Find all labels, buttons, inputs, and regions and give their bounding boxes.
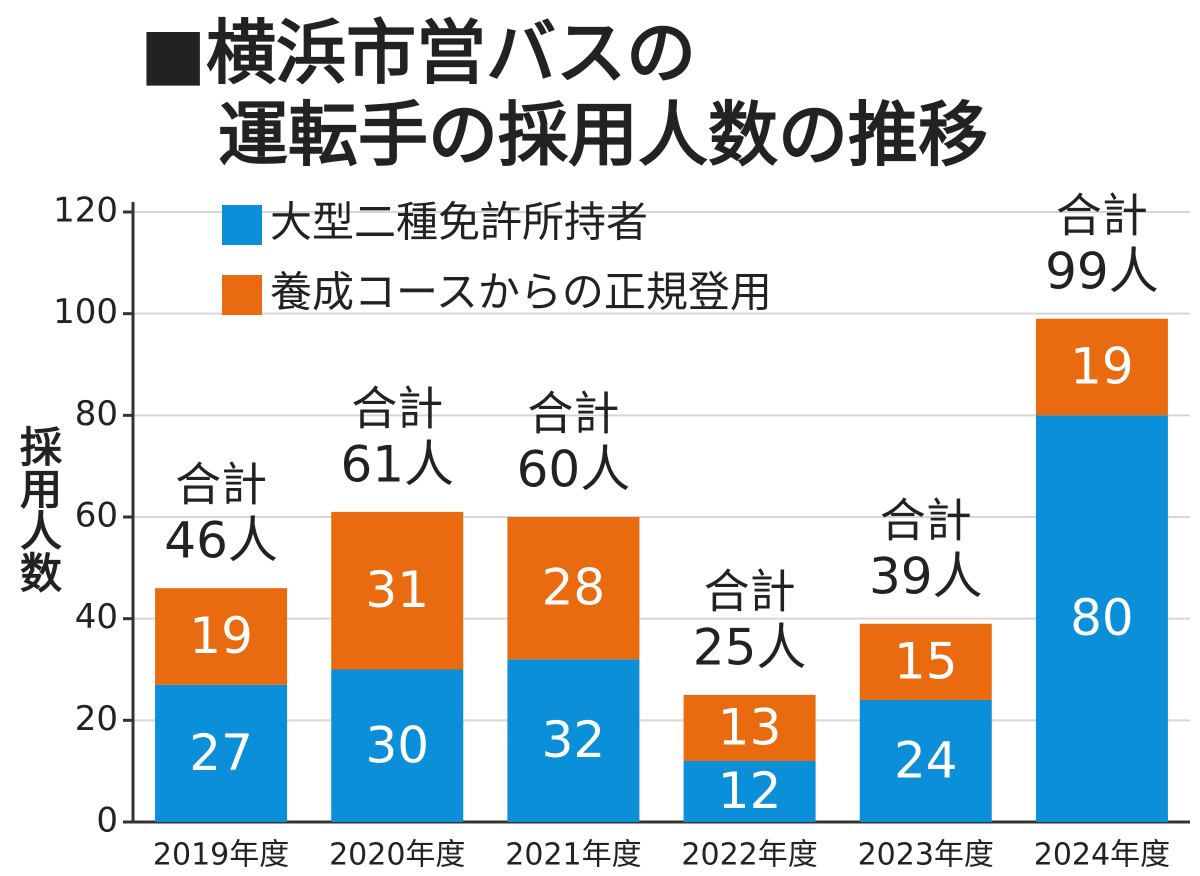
bar-segment <box>155 588 288 685</box>
total-label: 合計 <box>704 564 796 618</box>
value-label: 80 <box>1070 589 1134 647</box>
total-label: 合計 <box>1056 188 1148 242</box>
chart-title: 運転手の採用人数の推移 <box>218 94 988 176</box>
total-value: 46人 <box>164 512 278 570</box>
y-tick-label: 100 <box>53 292 118 332</box>
value-label: 28 <box>542 559 606 617</box>
value-label: 19 <box>189 607 253 665</box>
legend-swatch <box>222 205 262 245</box>
bar-segment <box>331 511 464 670</box>
value-label: 27 <box>189 724 253 782</box>
total-value: 60人 <box>517 441 631 499</box>
x-tick-label: 2023年度 <box>858 838 994 873</box>
legend-label: 養成コースからの正規登用 <box>270 268 772 317</box>
y-tick-label: 120 <box>53 191 118 231</box>
value-label: 12 <box>718 762 782 820</box>
total-label: 合計 <box>351 381 443 435</box>
bar-segment <box>683 694 816 761</box>
x-tick-label: 2020年度 <box>329 838 465 873</box>
bar-segment <box>859 623 992 700</box>
bar-segment <box>1035 415 1168 822</box>
value-label: 15 <box>894 632 958 690</box>
y-tick-label: 40 <box>75 597 118 637</box>
total-value: 61人 <box>340 435 454 493</box>
x-tick-label: 2022年度 <box>681 838 817 873</box>
chart-title: ■横浜市営バスの <box>140 12 696 94</box>
total-value: 25人 <box>693 618 807 676</box>
value-label: 13 <box>718 698 782 756</box>
value-label: 19 <box>1070 338 1134 396</box>
bar-segment <box>683 761 816 822</box>
total-label: 合計 <box>880 493 972 547</box>
y-axis-label: 採用人数 <box>14 425 63 593</box>
x-tick-label: 2024年度 <box>1034 838 1170 873</box>
bar-segment <box>1035 318 1168 416</box>
x-tick-label: 2021年度 <box>505 838 641 873</box>
y-tick-label: 20 <box>75 699 118 739</box>
total-label: 合計 <box>175 458 267 512</box>
legend-label: 大型二種免許所持者 <box>270 198 648 247</box>
y-tick-label: 80 <box>75 394 118 434</box>
bar-segment <box>155 684 288 822</box>
legend-swatch <box>222 275 262 315</box>
bar-segment <box>859 700 992 822</box>
value-label: 30 <box>365 716 429 774</box>
bar-segment <box>331 669 464 822</box>
y-tick-label: 60 <box>75 496 118 536</box>
total-value: 39人 <box>869 547 983 605</box>
x-tick-label: 2019年度 <box>153 838 289 873</box>
total-value: 99人 <box>1045 242 1159 300</box>
value-label: 24 <box>894 732 958 790</box>
value-label: 31 <box>365 561 429 619</box>
bar-segment <box>507 659 640 822</box>
total-label: 合計 <box>527 387 619 441</box>
value-label: 32 <box>542 711 606 769</box>
y-tick-label: 0 <box>96 801 118 841</box>
bar-segment <box>507 517 640 660</box>
